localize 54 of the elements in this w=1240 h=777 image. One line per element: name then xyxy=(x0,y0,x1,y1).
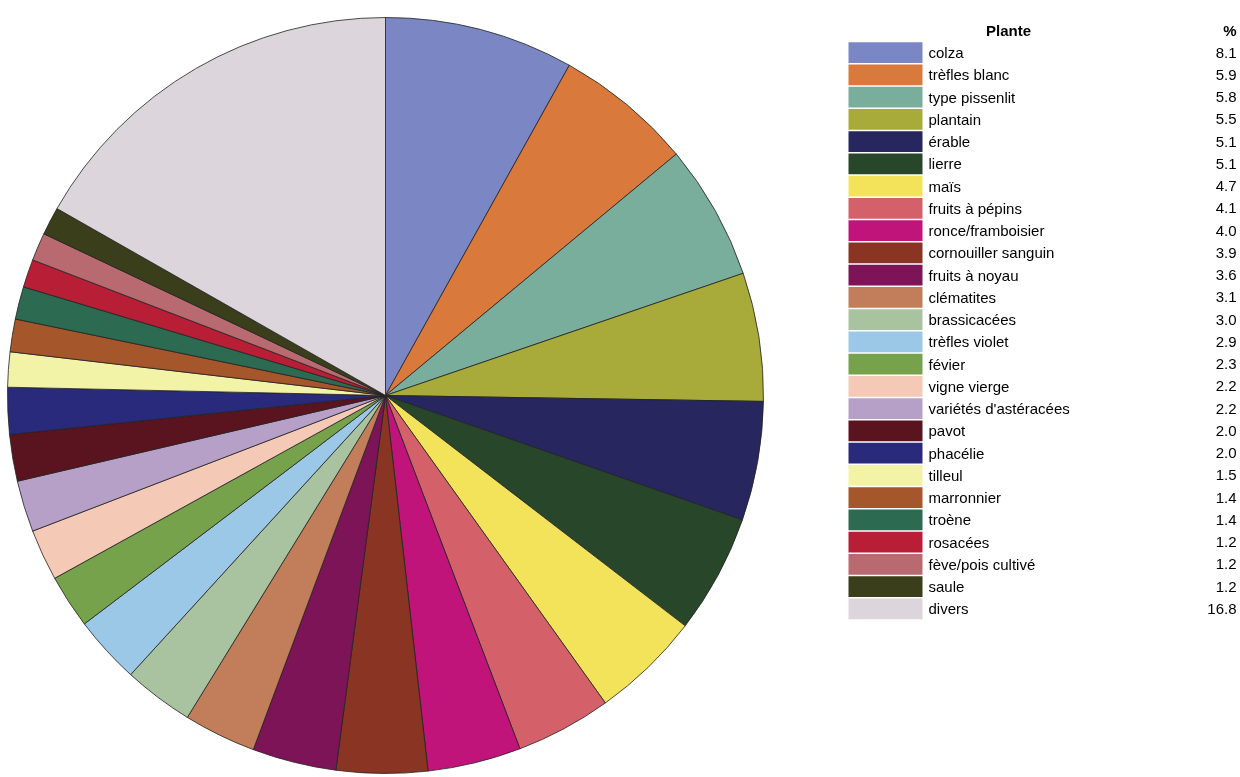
legend-label: pavot xyxy=(928,422,967,440)
data-label: 1.4 xyxy=(1215,488,1237,506)
data-label: 2.2 xyxy=(1215,399,1237,417)
data-label: 5.8 xyxy=(1215,88,1237,106)
data-label: 2.3 xyxy=(1215,355,1237,373)
data-label: 1.5 xyxy=(1215,466,1237,484)
data-label: 5.1 xyxy=(1215,132,1237,150)
legend-label: lierre xyxy=(928,155,962,173)
data-label: 8.1 xyxy=(1215,43,1237,61)
legend-label: clématites xyxy=(928,288,997,306)
legend-label: fruits à pépins xyxy=(928,199,1022,217)
data-label: 5.9 xyxy=(1215,65,1237,83)
legend-label: variétés d'astéracées xyxy=(928,400,1070,418)
data-label: 3.9 xyxy=(1215,243,1237,261)
legend-label: fruits à noyau xyxy=(928,266,1019,284)
legend-label: trèfles violet xyxy=(928,333,1010,351)
data-label: 1.2 xyxy=(1215,577,1237,595)
data-label: 1.2 xyxy=(1215,555,1237,573)
legend-label: fève/pois cultivé xyxy=(928,555,1036,573)
legend-label: marronnier xyxy=(928,489,1002,507)
legend-label: rosacées xyxy=(928,533,990,551)
data-label: 2.0 xyxy=(1215,444,1237,462)
data-label: 2.0 xyxy=(1215,421,1237,439)
legend-label: troène xyxy=(928,511,972,529)
legend-label: trèfles blanc xyxy=(928,66,1010,84)
data-label: 5.5 xyxy=(1215,110,1237,128)
legend-label: ronce/framboisier xyxy=(928,222,1045,240)
data-label: 3.1 xyxy=(1215,288,1237,306)
legend-label: tilleul xyxy=(928,466,963,484)
legend-label: type pissenlit xyxy=(928,88,1017,106)
legend-label: colza xyxy=(928,44,965,62)
text: % xyxy=(1223,22,1237,39)
data-label: 4.0 xyxy=(1215,221,1237,239)
legend-label: divers xyxy=(928,600,969,618)
data-label: 4.7 xyxy=(1215,177,1237,195)
data-label: 2.9 xyxy=(1215,332,1237,350)
data-label: 3.0 xyxy=(1215,310,1237,328)
legend-label: phacélie xyxy=(928,444,985,462)
data-label: 3.6 xyxy=(1215,266,1237,284)
legend-label: saule xyxy=(928,578,965,596)
legend-label: maïs xyxy=(928,177,962,195)
data-label: 1.4 xyxy=(1215,510,1237,528)
data-label: 4.1 xyxy=(1215,199,1237,217)
legend-label: cornouiller sanguin xyxy=(928,244,1055,262)
data-label: 2.2 xyxy=(1215,377,1237,395)
legend-title: Plante xyxy=(985,22,1032,39)
data-label: 1.2 xyxy=(1215,533,1237,551)
legend-label: brassicacées xyxy=(928,311,1017,329)
data-label: 16.8 xyxy=(1207,599,1237,617)
legend-label: vigne vierge xyxy=(928,377,1010,395)
legend-label: érable xyxy=(928,133,971,151)
legend-label: plantain xyxy=(928,110,982,128)
legend-label: févier xyxy=(928,355,966,373)
data-label: 5.1 xyxy=(1215,154,1237,172)
